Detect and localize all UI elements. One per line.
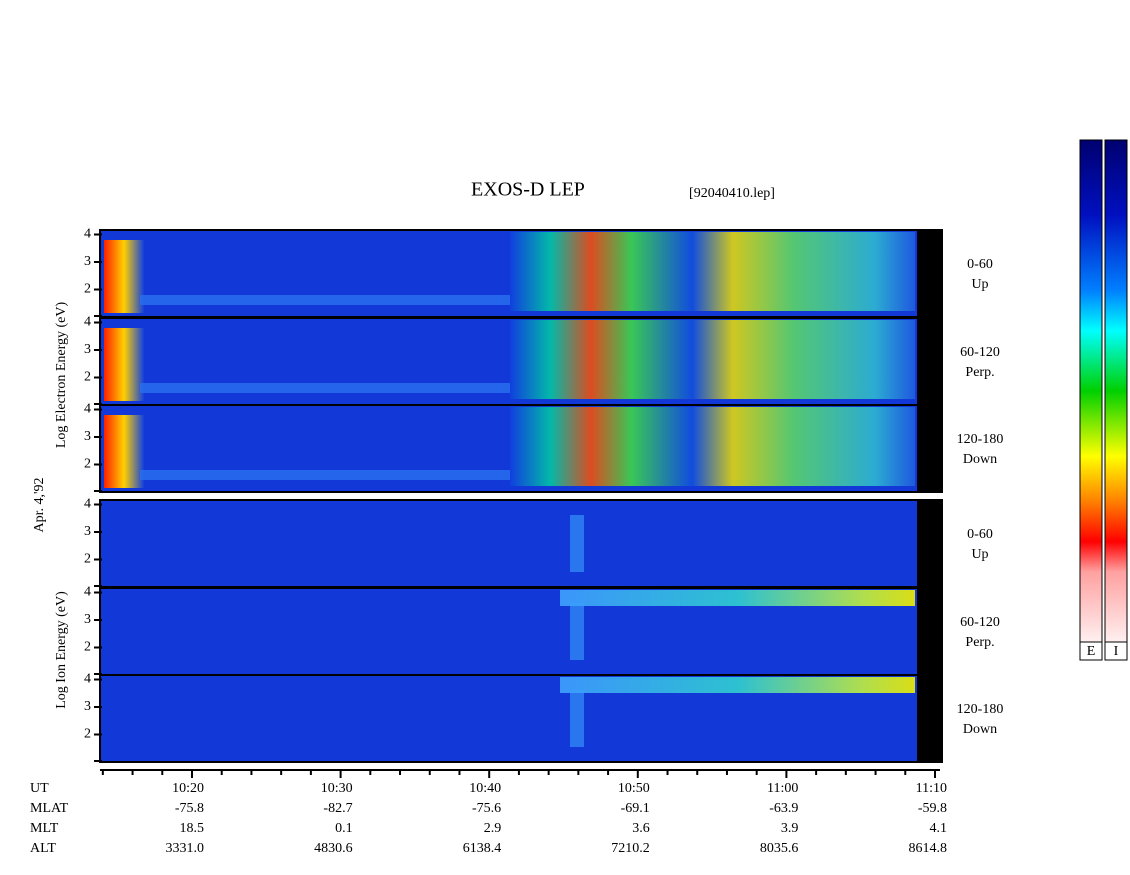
data-gap [917,405,942,492]
colorbar-label: I [1114,644,1119,659]
spectrogram-hotspot [104,328,144,401]
spectrogram-band [140,295,510,305]
row-label: MLT [30,821,59,836]
row-value: 6138.4 [463,841,502,856]
row-value: 3331.0 [166,841,205,856]
y-tick-label: 3 [84,342,91,357]
x-tick-label: 10:20 [172,781,204,796]
colorbar-label: E [1087,644,1096,659]
x-tick-label: 10:50 [618,781,650,796]
spectrogram-hotspot [104,240,144,313]
direction: Perp. [965,635,994,650]
data-gap [917,588,942,675]
colorbar-label-box [1104,641,1128,661]
row-value: 0.1 [335,821,353,836]
spectrogram-streak [570,603,584,660]
x-tick-label: 11:10 [916,781,947,796]
spectrogram-streak [570,515,584,572]
y-tick-label: 4 [84,672,91,687]
row-value: 18.5 [180,821,205,836]
y-tick-label: 4 [84,402,91,417]
spectrogram-panels: 2 3 4 0-60 Up 2 3 4 60-120 Perp. 2 3 4 120-180 Down 2 3 4… [84,227,1004,763]
x-tick-label: 11:00 [767,781,798,796]
spectrogram-activity [510,407,915,486]
y-tick-label: 2 [84,282,91,297]
row-value: -63.9 [769,801,798,816]
row-value: -59.8 [918,801,947,816]
spectrogram-band [560,590,915,606]
row-value: 4.1 [930,821,948,836]
y-tick-label: 4 [84,227,91,242]
y-tick-label: 3 [84,429,91,444]
date: Apr. 4,'92 [32,477,47,532]
direction: Up [971,547,988,562]
data-gap [917,230,942,317]
row-value: 8614.8 [909,841,948,856]
y-tick-label: 4 [84,585,91,600]
y-tick-label: 2 [84,457,91,472]
row-value: -82.7 [323,801,352,816]
panel-frame [99,404,943,493]
electron-axis-label: Log Electron Energy (eV) [54,302,69,449]
y-tick-label: 2 [84,727,91,742]
x-tick-label: 10:30 [321,781,353,796]
y-tick-label: 2 [84,552,91,567]
y-tick-label: 2 [84,640,91,655]
ephemeris: 10:20 10:30 10:40 10:50 11:00 11:10 UT MLAT -75.… [30,781,947,856]
row-value: -75.8 [175,801,204,816]
pitch-angle: 120-180 [957,702,1004,717]
time-axis [100,769,940,778]
direction: Up [971,277,988,292]
x-tick-label: 10:40 [469,781,501,796]
row-label: UT [30,781,49,796]
pitch-angle: 60-120 [960,345,1000,360]
spectrogram-band [560,677,915,693]
direction: Down [963,722,997,737]
direction: Perp. [965,365,994,380]
row-value: 3.9 [781,821,799,836]
spectrogram-activity [510,320,915,399]
data-gap [917,500,942,587]
pitch-angle: 120-180 [957,432,1004,447]
colorbar [1079,139,1103,643]
direction: Down [963,452,997,467]
row-label: MLAT [30,801,69,816]
ion-axis-label: Log Ion Energy (eV) [54,591,69,709]
row-value: -69.1 [621,801,650,816]
pitch-angle: 0-60 [967,257,993,272]
y-tick-label: 3 [84,612,91,627]
spectrogram-hotspot [104,415,144,488]
panel-frame [99,674,943,763]
y-tick-label: 3 [84,524,91,539]
row-value: 8035.6 [760,841,799,856]
row-value: 4830.6 [314,841,353,856]
spectrogram-activity [510,232,915,311]
data-gap [917,675,942,762]
spectrogram-band [140,470,510,480]
data-gap [917,318,942,405]
title: EXOS-D LEP [471,179,585,201]
row-label: ALT [30,841,56,856]
row-value: -75.6 [472,801,501,816]
y-tick-label: 3 [84,254,91,269]
y-tick-label: 2 [84,370,91,385]
colorbar [1104,139,1128,643]
pitch-angle: 60-120 [960,615,1000,630]
y-tick-label: 3 [84,699,91,714]
colorbar-label-box [1079,641,1103,661]
row-value: 3.6 [632,821,650,836]
panel-background [100,500,917,587]
row-value: 7210.2 [611,841,650,856]
y-tick-label: 4 [84,315,91,330]
file-name: [92040410.lep] [689,186,775,201]
spectrogram-band [140,383,510,393]
row-value: 2.9 [484,821,502,836]
spectrogram-streak [570,690,584,747]
y-tick-label: 4 [84,497,91,512]
pitch-angle: 0-60 [967,527,993,542]
